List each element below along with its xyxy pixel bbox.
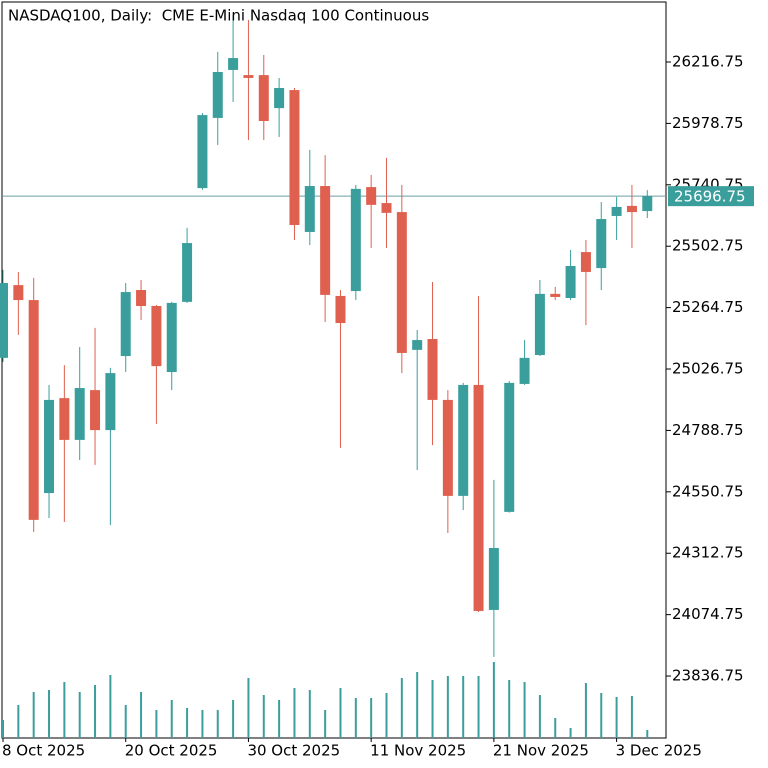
candle-body <box>120 292 131 357</box>
candle-body <box>274 87 285 109</box>
candle-body <box>212 71 223 118</box>
x-tick-label: 20 Oct 2025 <box>125 742 218 760</box>
candle-body <box>427 339 438 400</box>
candle-body <box>13 285 24 301</box>
candle-body <box>458 384 469 496</box>
y-tick-label: 25978.75 <box>672 114 744 132</box>
candle-body <box>182 243 193 302</box>
x-tick-label: 8 Oct 2025 <box>2 742 85 760</box>
candle-body <box>580 252 591 272</box>
candle-body <box>642 196 653 212</box>
y-tick-label: 24788.75 <box>672 421 744 439</box>
candle-body <box>44 399 55 494</box>
candle-body <box>442 399 453 496</box>
candle-body <box>381 203 392 213</box>
y-tick-label: 24074.75 <box>672 605 744 623</box>
y-tick-label: 26216.75 <box>672 52 744 70</box>
candle-body <box>151 306 162 367</box>
candle-body <box>335 295 346 324</box>
y-tick-label: 25264.75 <box>672 298 744 316</box>
last-price-label: 25696.75 <box>674 188 746 206</box>
x-tick-label: 3 Dec 2025 <box>616 742 702 760</box>
candle-body <box>396 212 407 353</box>
x-tick-label: 30 Oct 2025 <box>247 742 340 760</box>
candle-body <box>258 75 269 122</box>
candle-body <box>350 188 361 292</box>
candle-body <box>0 283 8 358</box>
candle-body <box>243 75 254 78</box>
candle-body <box>197 115 208 189</box>
y-tick-label: 24312.75 <box>672 544 744 562</box>
y-tick-label: 24550.75 <box>672 482 744 500</box>
candle-body <box>90 390 101 431</box>
candle-body <box>59 398 70 440</box>
x-tick-label: 21 Nov 2025 <box>493 742 589 760</box>
candle-body <box>488 548 499 610</box>
candle-body <box>565 266 576 299</box>
plot-area <box>0 14 666 738</box>
candle-body <box>550 293 561 297</box>
candle-body <box>289 90 300 225</box>
last-price-box <box>668 186 754 207</box>
y-tick-label: 25502.75 <box>672 237 744 255</box>
candle-body <box>105 373 116 431</box>
candle-body <box>28 300 39 520</box>
candle-body <box>473 384 484 611</box>
candle-body <box>596 219 607 269</box>
candle-body <box>534 293 545 356</box>
chart-title: NASDAQ100, Daily: CME E-Mini Nasdaq 100 … <box>8 7 429 25</box>
y-tick-label: 23836.75 <box>672 667 744 685</box>
candle-body <box>366 187 377 205</box>
candle-body <box>412 340 423 350</box>
candle-body <box>228 58 239 70</box>
x-tick-label: 11 Nov 2025 <box>370 742 466 760</box>
candle-body <box>320 186 331 295</box>
candle-body <box>304 186 315 232</box>
candle-body <box>136 290 147 307</box>
candle-body <box>74 388 85 440</box>
candle-body <box>504 382 515 512</box>
plot-frame <box>1 1 667 739</box>
candle-body <box>519 357 530 384</box>
candle-body <box>166 302 177 373</box>
candle-body <box>626 205 637 213</box>
candle-body <box>611 206 622 216</box>
y-tick-label: 25026.75 <box>672 360 744 378</box>
